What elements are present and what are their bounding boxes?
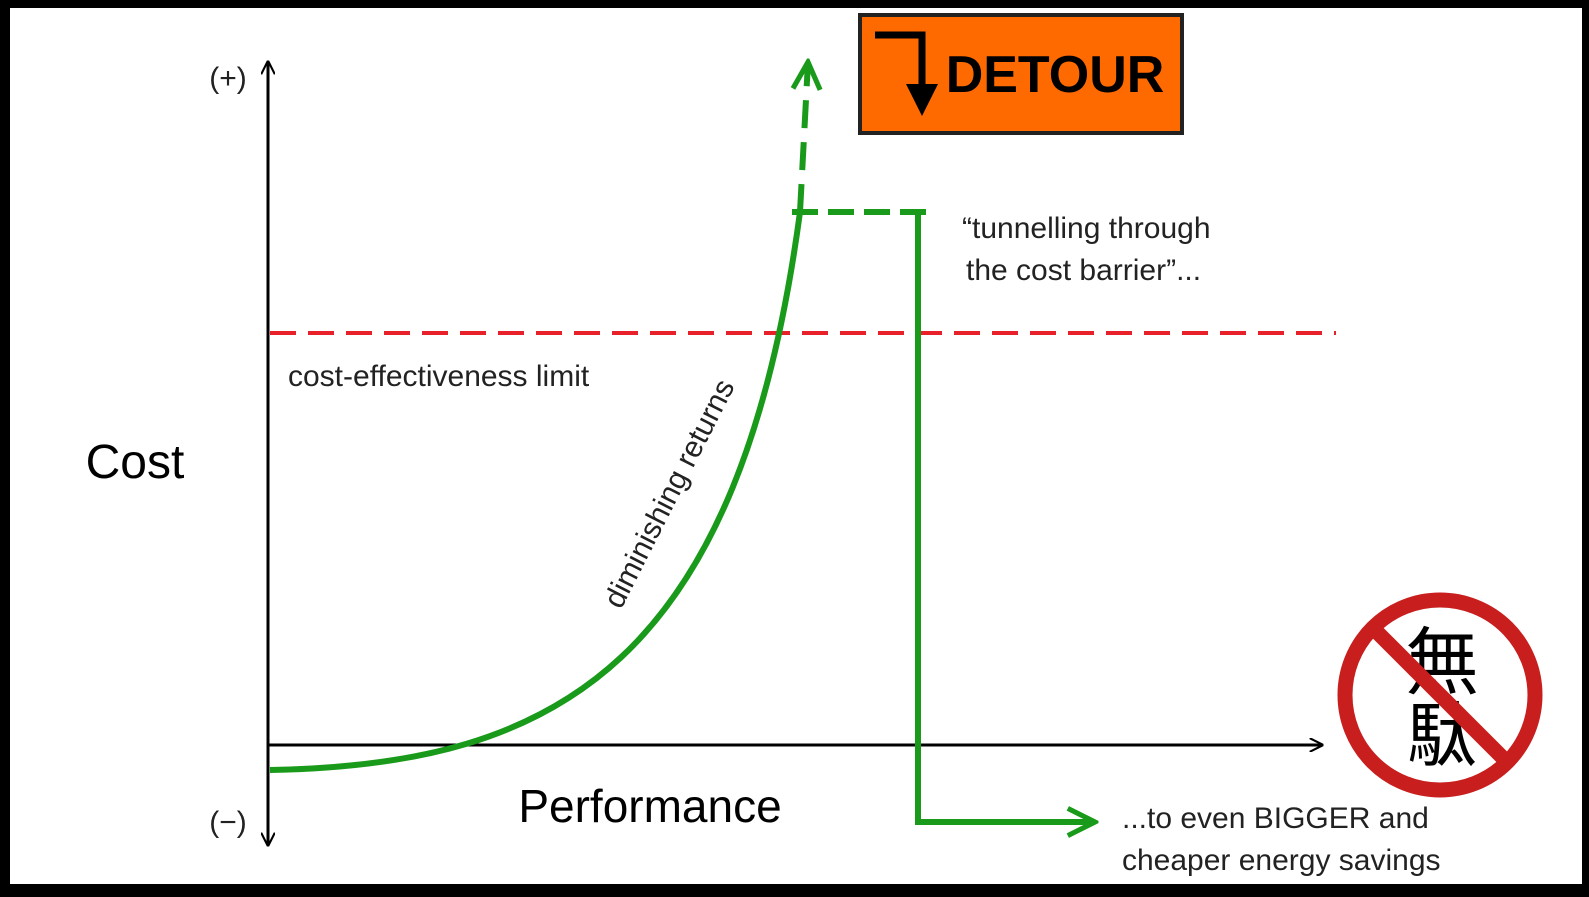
limit-label: cost-effectiveness limit [288,360,590,393]
result-label: ...to even BIGGER and cheaper energy sav… [1122,802,1441,877]
no-circle [1337,592,1543,798]
tunnel-line: “tunnelling through [962,212,1211,245]
result-line: ...to even BIGGER and [1122,802,1429,835]
x-title: Performance [518,780,781,832]
detour-text: DETOUR [946,46,1165,104]
curve [269,211,803,773]
detour-arrow [875,31,926,92]
canvas [10,8,1582,884]
curve-continuation [800,62,808,213]
detour-arrowhead [906,84,938,116]
y-title: Cost [86,436,185,489]
y-top-label: (+) [209,62,247,95]
y-bottom-label: (−) [209,806,247,839]
muda-char: 駄 [1407,695,1477,777]
detour-sign [858,13,1184,135]
tunnel-line: the cost barrier”... [966,254,1201,287]
tunnel-path [915,212,1095,822]
tunnel-label: “tunnelling through the cost barrier”... [962,212,1219,287]
no-slash [1367,622,1513,768]
result-line: cheaper energy savings [1122,844,1441,877]
